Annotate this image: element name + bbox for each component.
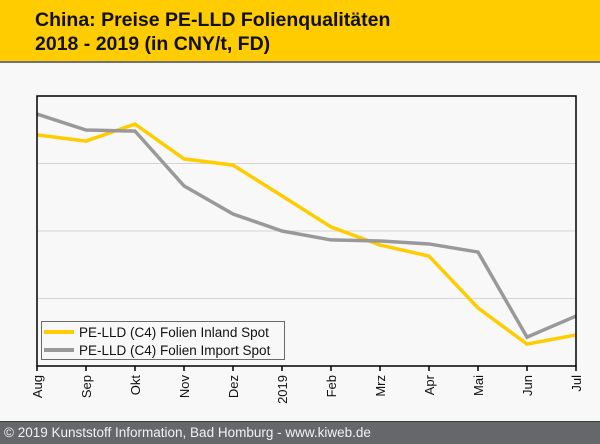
plot-frame [36, 95, 577, 367]
x-tick-label: Mai [471, 375, 486, 396]
legend-item-inland: PE-LLD (C4) Folien Inland Spot [44, 323, 269, 341]
footer: © 2019 Kunststoff Information, Bad Hombu… [0, 421, 600, 444]
legend-item-import: PE-LLD (C4) Folien Import Spot [44, 341, 270, 359]
series-lines [36, 112, 577, 346]
x-tick-label: Dez [226, 375, 241, 398]
x-tick-label: Nov [177, 375, 192, 399]
legend: PE-LLD (C4) Folien Inland Spot PE-LLD (C… [41, 321, 285, 360]
series-line-inland [36, 122, 577, 346]
x-tick-label: 2019 [275, 375, 290, 404]
x-tick-label: Apr [422, 374, 437, 395]
copyright-text: © 2019 Kunststoff Information, Bad Hombu… [4, 425, 371, 440]
legend-swatch-inland [44, 330, 74, 334]
x-tick-label: Feb [324, 375, 339, 397]
legend-label-import: PE-LLD (C4) Folien Import Spot [79, 342, 271, 358]
chart-title-line2: 2018 - 2019 (in CNY/t, FD) [35, 33, 271, 55]
x-tick-label: Jun [520, 375, 535, 396]
legend-label-inland: PE-LLD (C4) Folien Inland Spot [79, 324, 269, 340]
x-tick-label: Okt [128, 375, 143, 396]
gridlines [37, 163, 576, 299]
legend-swatch-import [44, 348, 74, 352]
series-line-import [36, 112, 577, 340]
chart-title: China: Preise PE-LLD Folienqualitäten 20… [35, 8, 390, 56]
x-tick-label: Sep [79, 375, 94, 398]
x-tick-label: Mrz [373, 375, 388, 397]
x-tick-label: Aug [30, 375, 45, 398]
x-tick-label: Jul [569, 375, 584, 392]
x-axis: Aug Sep Okt Nov Dez 2019 Feb Mrz Apr Mai Jun Jul [30, 366, 584, 404]
chart-header: China: Preise PE-LLD Folienqualitäten 20… [0, 0, 600, 63]
chart-title-line1: China: Preise PE-LLD Folienqualitäten [35, 9, 391, 31]
